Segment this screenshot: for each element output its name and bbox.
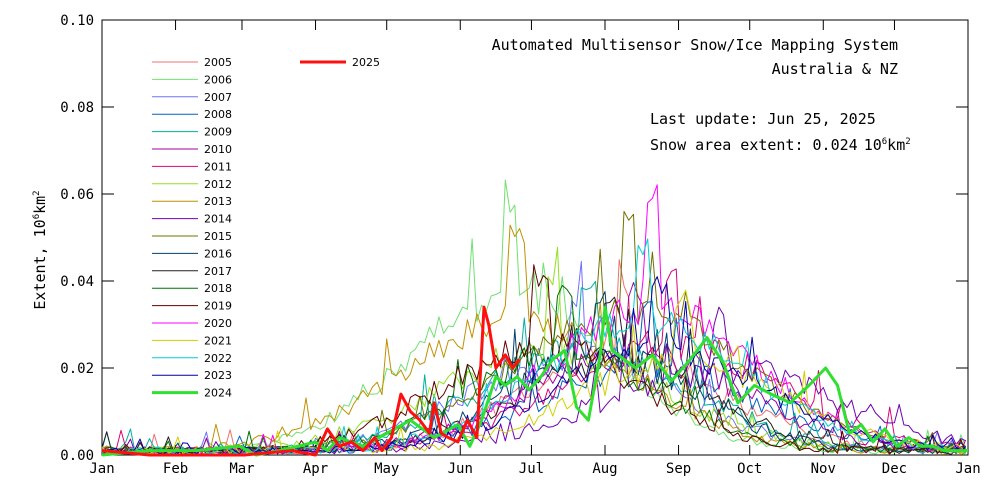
legend-label-2016: 2016	[204, 247, 232, 260]
series-line-2020	[101, 184, 966, 455]
x-tick-label: Mar	[229, 461, 254, 477]
extent-unit-base: 10	[864, 136, 882, 154]
extent-unit-exp: 6	[882, 137, 887, 147]
y-tick-label: 0.06	[60, 187, 94, 203]
x-tick-label: Jan	[89, 461, 114, 477]
legend-label-2005: 2005	[204, 56, 232, 69]
legend: 2005 2006 2007 2008 2009 2010 2011 2012 2013 2014…	[152, 56, 380, 400]
series-lines	[101, 179, 968, 457]
snow-extent-readout: Snow area extent: 0.024 106km2	[650, 136, 911, 154]
x-tick-label: Oct	[737, 461, 762, 477]
x-tick-label: Apr	[303, 461, 328, 477]
y-axis-label: Extent, 106km2	[31, 190, 49, 309]
legend-label-2007: 2007	[204, 91, 232, 104]
y-tick-label: 0.00	[60, 448, 94, 464]
chart-title: Automated Multisensor Snow/Ice Mapping S…	[492, 36, 898, 54]
x-tick-label: Feb	[163, 461, 188, 477]
x-tick-label: Aug	[592, 461, 617, 477]
last-update: Last update: Jun 25, 2025	[650, 110, 876, 128]
chart-subtitle: Australia & NZ	[772, 60, 898, 78]
x-tick-label: Sep	[666, 461, 691, 477]
legend-label-2014: 2014	[204, 213, 232, 226]
legend-label-2009: 2009	[204, 126, 232, 139]
ylabel-km: km	[31, 196, 49, 214]
svg-text:Extent, 106km2: Extent, 106km2	[31, 190, 49, 309]
x-tick-label: May	[374, 461, 399, 477]
y-tick-label: 0.10	[60, 13, 94, 29]
x-tick-label: Jul	[519, 461, 544, 477]
ylabel-text: Extent, 10	[31, 219, 49, 309]
series-line-2025	[101, 305, 521, 457]
ylabel-exp: 6	[32, 214, 42, 219]
plot-frame	[101, 19, 969, 456]
legend-label-2013: 2013	[204, 195, 232, 208]
legend-label-2024: 2024	[204, 387, 232, 400]
legend-label-2017: 2017	[204, 265, 232, 278]
y-tick-label: 0.08	[60, 100, 94, 116]
x-tick-label: Jan	[955, 461, 980, 477]
series-line-2018	[101, 284, 966, 455]
y-tick-label: 0.04	[60, 274, 94, 290]
legend-label-2019: 2019	[204, 300, 232, 313]
ylabel-sq: 2	[32, 190, 42, 195]
legend-label-2015: 2015	[204, 230, 232, 243]
legend-label-2022: 2022	[204, 352, 232, 365]
extent-value: 0.024	[813, 136, 858, 154]
x-tick-label: Dec	[882, 461, 907, 477]
legend-label-2023: 2023	[204, 369, 232, 382]
x-tick-label: Nov	[811, 461, 836, 477]
x-tick-label: Jun	[448, 461, 473, 477]
legend-label-2012: 2012	[204, 178, 232, 191]
legend-label-2010: 2010	[204, 143, 232, 156]
y-tick-label: 0.02	[60, 361, 94, 377]
extent-unit-sq: 2	[905, 137, 910, 147]
extent-unit-km: km	[887, 136, 905, 154]
legend-label-2018: 2018	[204, 282, 232, 295]
legend-label-2020: 2020	[204, 317, 232, 330]
axis-ticks: 0.00 0.02 0.04 0.06 0.08 0.10 Jan Feb Mar Apr May J…	[60, 13, 980, 477]
legend-label-2025: 2025	[352, 56, 380, 69]
legend-label-2011: 2011	[204, 160, 232, 173]
legend-label-2008: 2008	[204, 108, 232, 121]
series-line-2023	[101, 276, 966, 455]
legend-label-2021: 2021	[204, 334, 232, 347]
legend-label-2006: 2006	[204, 73, 232, 86]
extent-label: Snow area extent:	[650, 136, 804, 154]
